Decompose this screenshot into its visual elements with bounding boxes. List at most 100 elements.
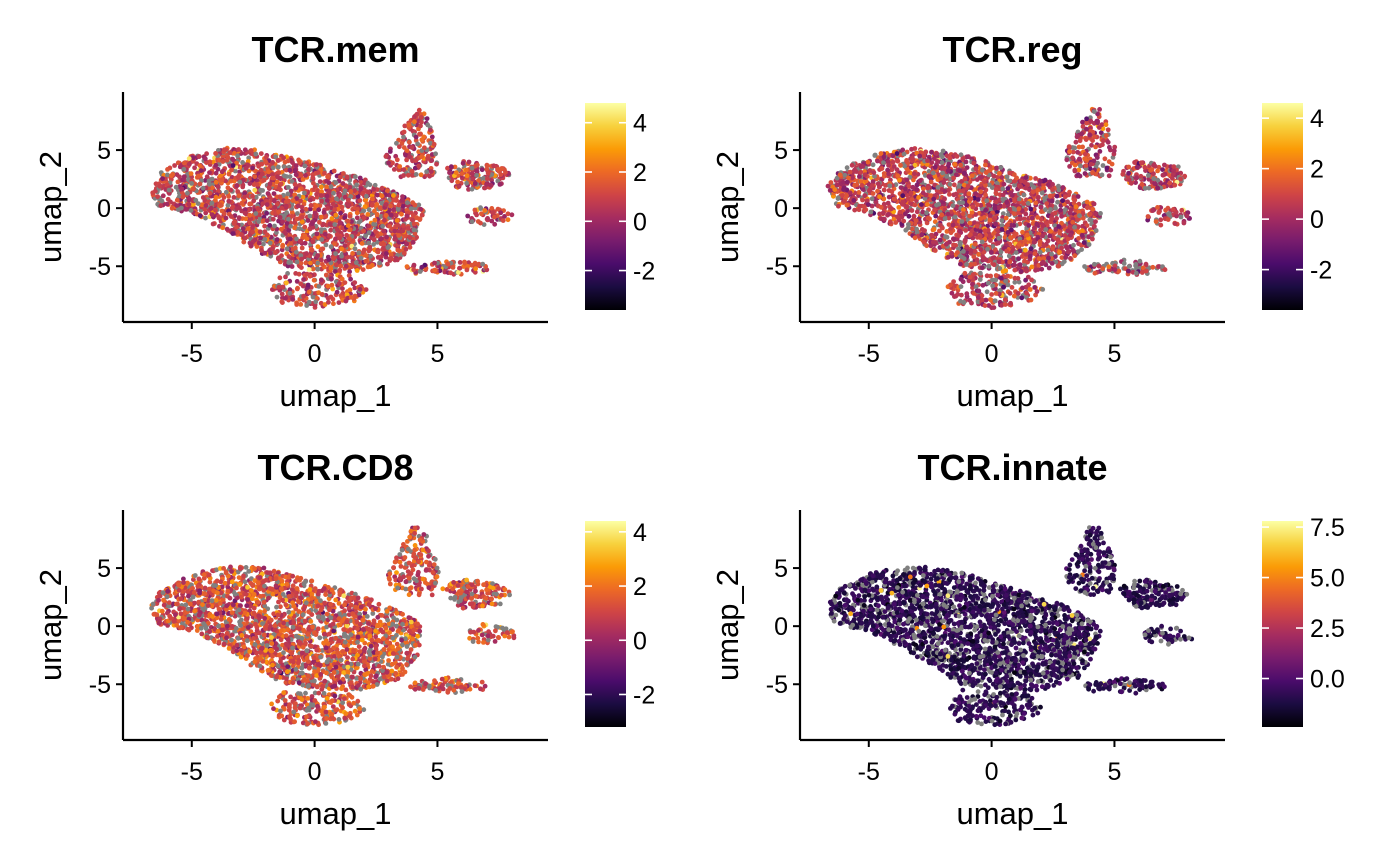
cell-point — [325, 174, 330, 180]
cell-point — [298, 173, 304, 178]
cell-point — [243, 165, 249, 171]
cell-point — [228, 178, 234, 184]
cell-point — [417, 269, 423, 274]
cell-point — [271, 191, 277, 197]
cell-point — [1050, 187, 1055, 193]
cell-point — [230, 231, 236, 237]
cell-point — [1072, 253, 1078, 259]
cell-point — [391, 193, 396, 198]
y-tick-label: -5 — [89, 253, 111, 281]
cell-point — [870, 162, 876, 168]
cell-point — [1031, 225, 1037, 231]
cell-point — [197, 213, 203, 219]
cell-point — [333, 251, 338, 256]
cell-point — [912, 171, 917, 177]
cell-point — [318, 184, 324, 190]
cell-point — [322, 170, 327, 176]
cell-point — [901, 151, 907, 157]
cell-point — [159, 198, 165, 204]
panel-title: TCR.reg — [942, 29, 1082, 70]
cell-point — [304, 303, 310, 308]
cell-point — [893, 220, 899, 225]
cell-point — [1044, 201, 1050, 207]
cell-point — [427, 173, 432, 179]
cell-point — [275, 256, 281, 262]
cell-point — [867, 168, 873, 174]
cell-point — [350, 251, 355, 256]
colorbar-gradient — [585, 103, 626, 310]
cell-point — [1036, 256, 1042, 262]
cell-point — [1055, 237, 1061, 243]
cell-point — [242, 194, 247, 200]
cell-point — [333, 180, 339, 186]
cell-point — [411, 267, 417, 273]
cell-point — [1011, 211, 1017, 217]
cell-point — [361, 228, 366, 234]
cell-point — [1041, 185, 1046, 191]
cell-point — [209, 200, 215, 206]
cell-point — [1038, 178, 1043, 184]
cell-point — [366, 223, 372, 229]
cell-point — [230, 163, 236, 168]
cell-point — [937, 237, 943, 243]
cell-point — [283, 274, 288, 280]
cell-point — [964, 244, 970, 250]
cell-point — [318, 193, 324, 198]
cell-point — [343, 298, 349, 304]
cell-point — [394, 157, 400, 163]
cell-point — [328, 244, 334, 250]
cell-point — [447, 170, 452, 176]
cell-point — [371, 237, 377, 243]
cell-point — [1054, 193, 1060, 199]
cell-point — [310, 239, 316, 245]
cell-point — [404, 264, 410, 269]
cell-point — [197, 163, 203, 169]
cell-point — [993, 199, 999, 205]
cell-point — [160, 176, 165, 182]
cell-point — [416, 163, 422, 169]
cell-point — [909, 146, 914, 152]
cell-point — [342, 188, 348, 194]
cell-point — [979, 265, 985, 271]
cell-point — [394, 218, 400, 223]
cell-point — [1017, 196, 1022, 202]
cell-point — [1053, 205, 1058, 211]
cell-point — [388, 203, 393, 209]
cell-point — [315, 266, 321, 272]
cell-point — [362, 204, 368, 210]
cell-point — [999, 227, 1005, 232]
cell-point — [1048, 207, 1053, 212]
cell-point — [294, 259, 300, 265]
cell-point — [280, 244, 285, 249]
cell-point — [302, 233, 308, 239]
cell-point — [975, 202, 980, 208]
cell-point — [925, 185, 931, 191]
cell-point — [307, 213, 313, 219]
cell-point — [996, 259, 1002, 265]
cell-point — [1089, 231, 1095, 236]
cell-point — [932, 207, 937, 213]
cell-point — [1056, 187, 1062, 193]
cell-point — [456, 270, 461, 275]
cell-point — [464, 173, 470, 179]
cell-point — [965, 183, 971, 189]
cell-point — [872, 152, 878, 158]
cell-point — [219, 169, 225, 175]
cell-point — [968, 196, 974, 202]
cell-point — [278, 226, 284, 232]
cell-point — [889, 189, 895, 194]
cell-point — [1063, 194, 1068, 200]
cell-point — [1049, 198, 1055, 204]
cell-point — [979, 239, 985, 245]
cell-point — [301, 277, 306, 282]
cell-point — [900, 147, 906, 153]
cell-point — [954, 154, 960, 159]
cell-point — [840, 193, 845, 198]
cell-point — [1052, 210, 1058, 216]
cell-point — [1000, 196, 1006, 202]
cell-point — [246, 155, 252, 161]
cell-point — [857, 174, 862, 180]
cell-point — [1040, 259, 1046, 265]
cell-point — [1081, 240, 1087, 246]
colorbar-tick-label: 0 — [633, 208, 647, 236]
